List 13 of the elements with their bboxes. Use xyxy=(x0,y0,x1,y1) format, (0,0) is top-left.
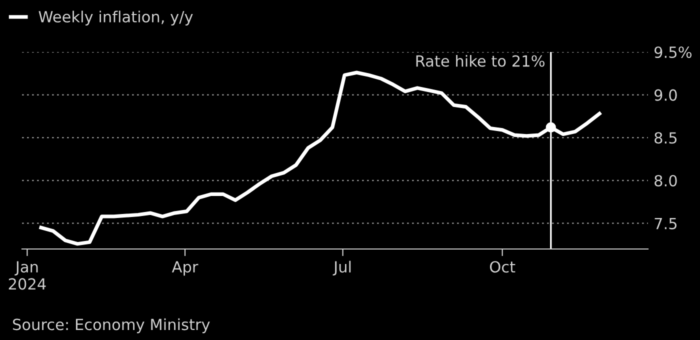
source-note: Source: Economy Ministry xyxy=(13,318,210,334)
y-tick-label: 7.5 xyxy=(654,218,677,230)
line-series xyxy=(39,70,602,246)
legend-label: Weekly inflation, y/y xyxy=(38,10,193,26)
y-tick-label: 8.5 xyxy=(654,132,677,144)
x-tick-label: Oct xyxy=(490,261,516,273)
y-tick-label: 9.5% xyxy=(654,46,692,58)
x-tick-label: Jul xyxy=(332,260,351,276)
y-tick-label: 9.0 xyxy=(654,89,677,101)
ref-line-label: Rate hike to 21% xyxy=(416,54,544,67)
y-tick-label: 8.0 xyxy=(654,174,677,186)
x-tick-label: Jan 2024 xyxy=(8,261,46,290)
x-tick-label: Apr xyxy=(172,261,198,276)
